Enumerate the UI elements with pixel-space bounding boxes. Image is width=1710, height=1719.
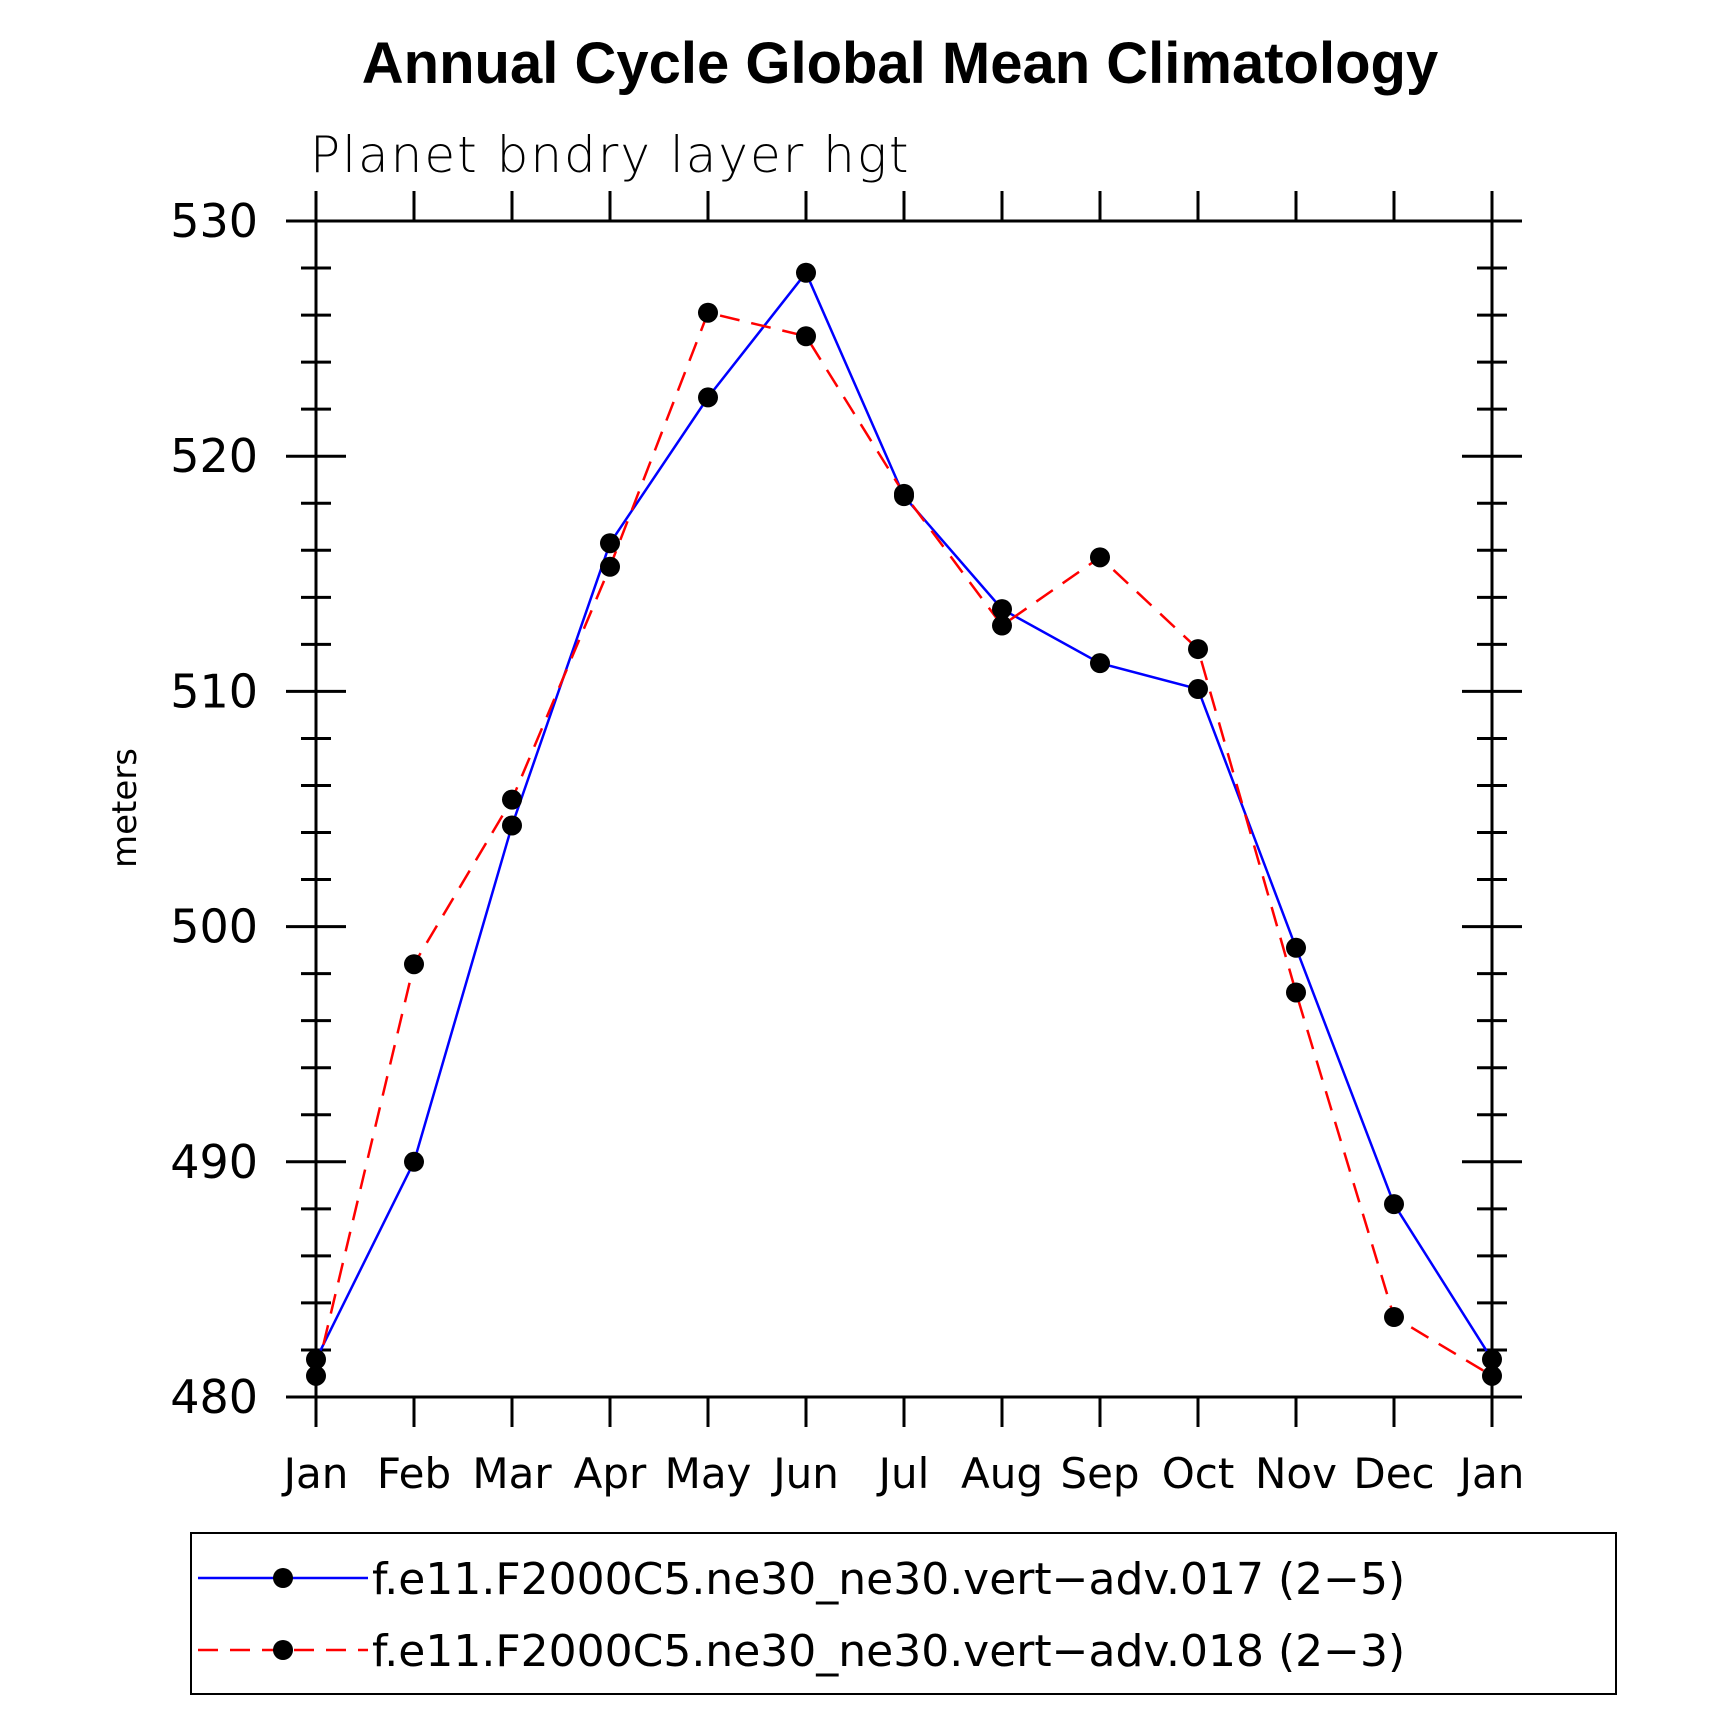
chart-title: Annual Cycle Global Mean Climatology: [362, 31, 1438, 96]
x-tick-label: Jul: [876, 1449, 930, 1498]
y-tick-label: 490: [170, 1135, 258, 1189]
legend-box: [190, 1532, 1617, 1695]
series-2-point: [404, 954, 424, 975]
x-tick-labels: Jan Feb Mar Apr May Jun Jul Aug Sep Oct Nov Dec Jan: [281, 1449, 1525, 1498]
x-tick-label: Jan: [1457, 1449, 1525, 1498]
series-1-point: [404, 1151, 424, 1172]
legend-label-1: f.e11.F2000C5.ne30_ne30.vert−adv.017 (2−…: [372, 1554, 1405, 1605]
series-1-point: [600, 533, 620, 554]
x-tick-label: Jun: [770, 1449, 839, 1498]
series-2-point: [600, 556, 620, 577]
y-tick-label: 480: [170, 1370, 258, 1424]
legend-marker-2: [273, 1640, 293, 1660]
series-1-point: [1286, 937, 1306, 958]
y-tick-label: 520: [170, 429, 258, 483]
series-1-point: [502, 815, 522, 836]
legend-label-2: f.e11.F2000C5.ne30_ne30.vert−adv.018 (2−…: [372, 1626, 1405, 1677]
series-2-point: [502, 789, 522, 810]
x-tick-label: Oct: [1162, 1449, 1235, 1498]
series-2-point: [698, 302, 718, 323]
x-tick-label: Mar: [472, 1449, 552, 1498]
series-2-point: [1384, 1307, 1404, 1328]
series-1-point: [1482, 1349, 1502, 1370]
plot-frame: [314, 219, 1494, 1399]
y-tick-label: 500: [170, 900, 258, 954]
series-line-1: [314, 270, 1494, 1361]
x-tick-label: Nov: [1255, 1449, 1337, 1498]
series-2-point: [1090, 547, 1110, 568]
series-1-point: [796, 262, 816, 283]
x-tick-label: Aug: [961, 1449, 1043, 1498]
series-2-point: [796, 326, 816, 347]
series-1-point: [698, 387, 718, 408]
series-2-point: [1286, 982, 1306, 1003]
x-tick-label: Feb: [377, 1449, 451, 1498]
x-tick-label: Apr: [574, 1449, 647, 1498]
y-tick-label: 530: [170, 194, 258, 248]
legend-marker-1: [273, 1568, 293, 1588]
chart-subtitle: Planet bndry layer hgt: [310, 126, 910, 184]
legend: f.e11.F2000C5.ne30_ne30.vert−adv.017 (2−…: [190, 1532, 1617, 1695]
x-tick-label: Sep: [1060, 1449, 1139, 1498]
series-2-point: [992, 615, 1012, 636]
series-2-point: [894, 483, 914, 504]
series-layer: [306, 262, 1502, 1386]
series-1-point: [1384, 1194, 1404, 1215]
x-tick-label: May: [665, 1449, 752, 1498]
series-1-point: [306, 1349, 326, 1370]
series-line-2: [314, 311, 1493, 1377]
y-axis-label: meters: [105, 748, 145, 868]
y-tick-labels: 480 490 500 510 520 530: [170, 194, 258, 1424]
series-2-point: [1188, 639, 1208, 660]
y-tick-label: 510: [170, 664, 258, 718]
series-1-point: [1090, 653, 1110, 674]
x-tick-label: Jan: [281, 1449, 349, 1498]
x-tick-label: Dec: [1353, 1449, 1434, 1498]
series-2-point: [306, 1365, 326, 1386]
series-1-point: [992, 599, 1012, 620]
series-2-point: [1482, 1365, 1502, 1386]
axis-ticks: [286, 191, 1522, 1427]
series-1-point: [1188, 679, 1208, 700]
